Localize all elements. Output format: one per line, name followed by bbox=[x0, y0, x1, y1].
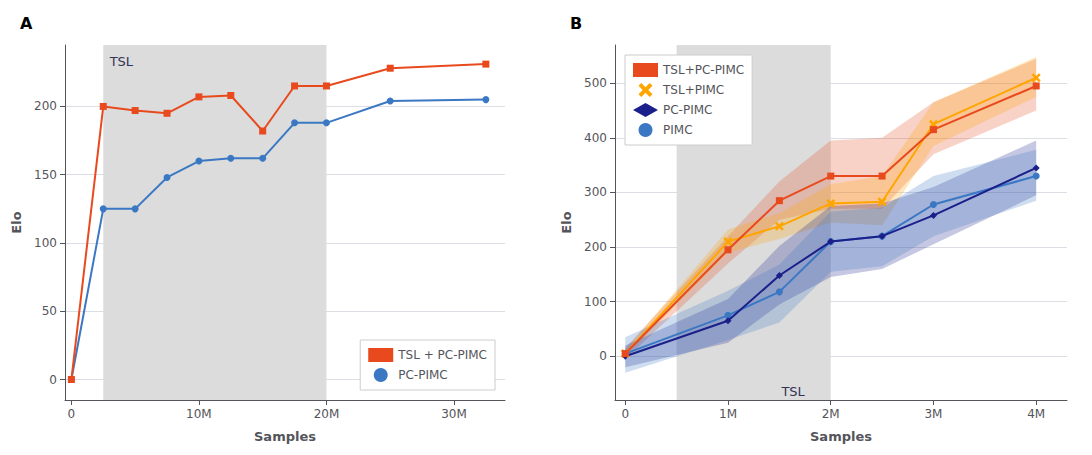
svg-text:200: 200 bbox=[34, 99, 57, 113]
svg-text:PC-PIMC: PC-PIMC bbox=[663, 103, 712, 117]
svg-text:200: 200 bbox=[584, 240, 607, 254]
svg-text:Elo: Elo bbox=[9, 211, 24, 233]
svg-text:3M: 3M bbox=[924, 407, 942, 421]
svg-text:PC-PIMC: PC-PIMC bbox=[398, 368, 447, 382]
svg-text:50: 50 bbox=[42, 304, 57, 318]
svg-text:0: 0 bbox=[599, 349, 607, 363]
svg-text:150: 150 bbox=[34, 168, 57, 182]
svg-text:Samples: Samples bbox=[810, 429, 872, 444]
svg-text:TSL: TSL bbox=[780, 384, 805, 399]
svg-text:TSL+PIMC: TSL+PIMC bbox=[662, 83, 724, 97]
svg-text:400: 400 bbox=[584, 131, 607, 145]
svg-text:TSL+PC-PIMC: TSL+PC-PIMC bbox=[662, 63, 744, 77]
svg-text:20M: 20M bbox=[314, 407, 340, 421]
svg-text:100: 100 bbox=[584, 295, 607, 309]
svg-text:30M: 30M bbox=[441, 407, 467, 421]
svg-text:4M: 4M bbox=[1027, 407, 1045, 421]
svg-text:PIMC: PIMC bbox=[663, 123, 693, 137]
svg-text:A: A bbox=[20, 14, 33, 33]
svg-text:1M: 1M bbox=[719, 407, 737, 421]
svg-text:300: 300 bbox=[584, 185, 607, 199]
svg-text:0: 0 bbox=[68, 407, 76, 421]
svg-text:B: B bbox=[570, 14, 582, 33]
svg-text:500: 500 bbox=[584, 76, 607, 90]
svg-text:0: 0 bbox=[621, 407, 629, 421]
svg-text:0: 0 bbox=[49, 373, 57, 387]
svg-text:TSL + PC-PIMC: TSL + PC-PIMC bbox=[397, 348, 487, 362]
svg-text:2M: 2M bbox=[822, 407, 840, 421]
svg-text:Elo: Elo bbox=[559, 211, 574, 233]
svg-text:Samples: Samples bbox=[254, 429, 316, 444]
svg-text:10M: 10M bbox=[186, 407, 212, 421]
svg-text:100: 100 bbox=[34, 236, 57, 250]
svg-text:TSL: TSL bbox=[109, 54, 134, 69]
